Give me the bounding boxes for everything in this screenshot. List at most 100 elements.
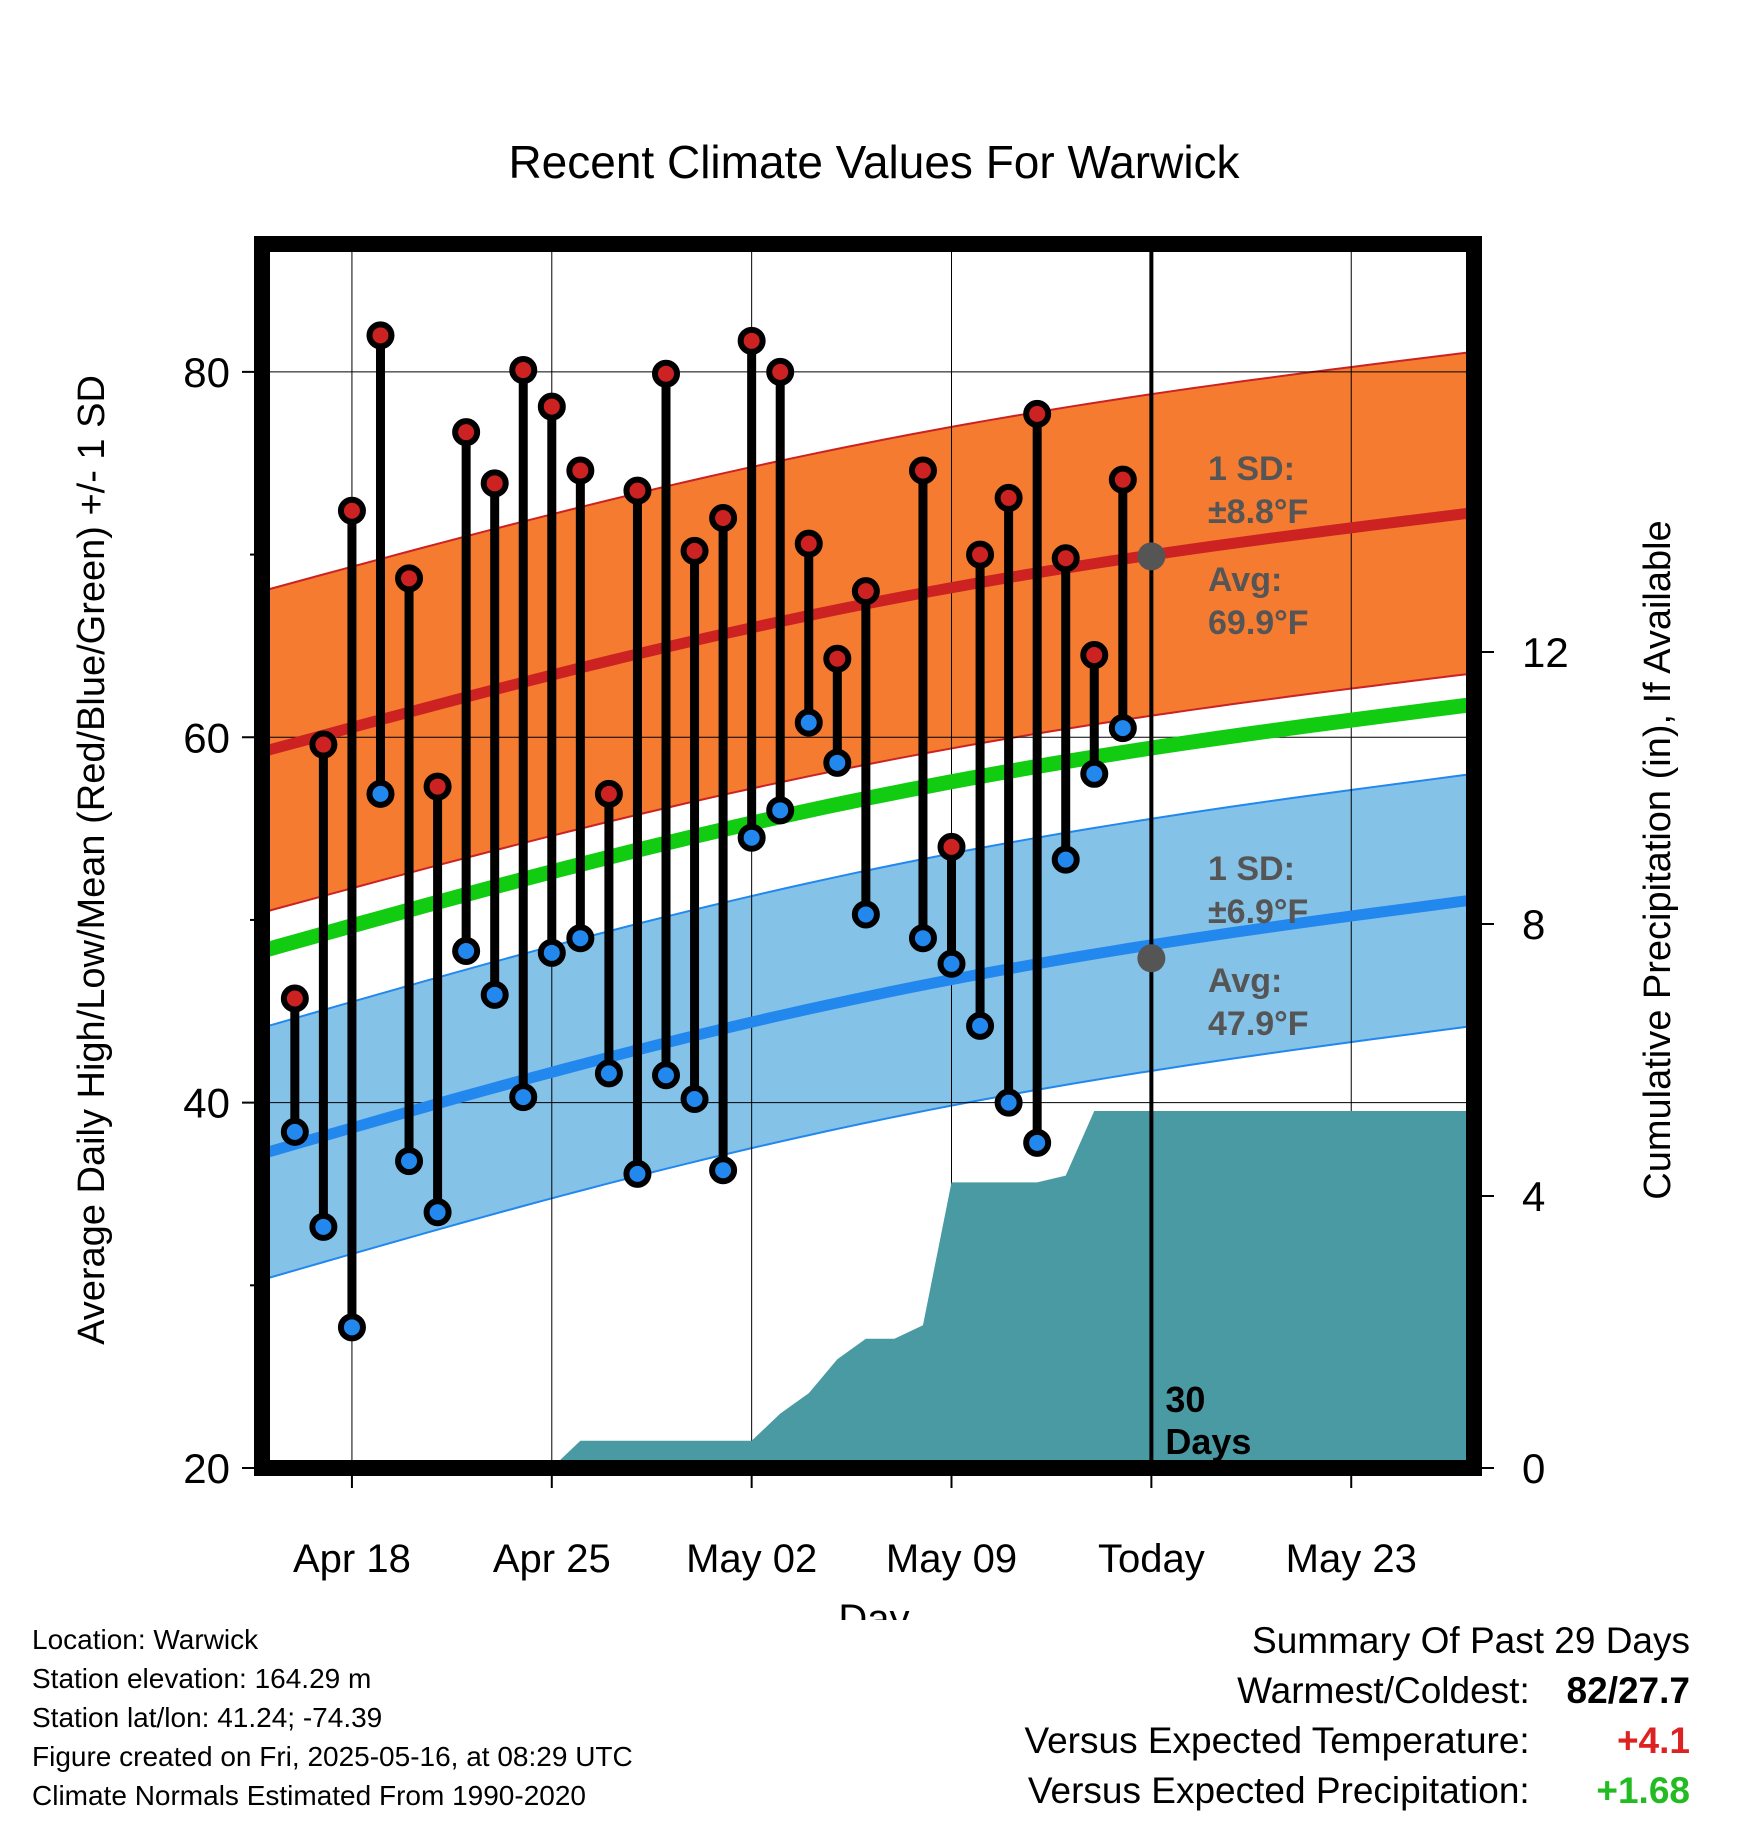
x-tick-label: Today [1098,1537,1205,1581]
high-point [337,496,366,525]
low-point [937,949,966,978]
station-info: Location: Warwick Station elevation: 164… [32,1620,633,1815]
y-tick-label: 80 [183,349,230,396]
low-point [452,936,481,965]
high-point [623,476,652,505]
low-sd-value: ±6.9°F [1208,893,1308,931]
low-avg-dot [1137,944,1166,973]
low-point [851,900,880,929]
high-avg-value: 69.9°F [1208,604,1309,642]
low-point [337,1313,366,1342]
low-point [823,748,852,777]
summary-panel: Summary Of Past 29 Days Warmest/Coldest:… [1024,1616,1690,1816]
high-point [1051,544,1080,573]
location-text: Location: Warwick [32,1624,259,1655]
elevation-text: Station elevation: 164.29 m [32,1663,372,1694]
normals-text: Climate Normals Estimated From 1990-2020 [32,1780,586,1811]
high-point [566,456,595,485]
low-point [766,796,795,825]
warmest-label: Warmest/Coldest: [1237,1670,1530,1711]
high-point [652,359,680,388]
high-point [794,529,823,558]
high-point [994,483,1023,512]
temp-value: +4.1 [1616,1720,1690,1761]
low-point [366,779,395,808]
low-point [680,1084,709,1113]
high-point [395,564,424,593]
low-point [709,1156,738,1185]
high-point [480,469,509,498]
high-point [366,321,395,350]
high-point [509,356,538,385]
low-point [509,1083,538,1112]
high-point [851,577,880,606]
low-point [280,1117,309,1146]
high-point [766,357,795,386]
today-label-line2: Days [1165,1421,1251,1462]
high-point [452,418,481,447]
high-sd-label: 1 SD: [1208,450,1295,488]
low-avg-label: Avg: [1208,962,1282,1000]
low-avg-value: 47.9°F [1208,1005,1309,1043]
high-avg-dot [1137,542,1166,571]
y2-tick-label: 0 [1522,1445,1545,1492]
y-tick-label: 20 [183,1445,230,1492]
x-tick-label: May 02 [686,1537,817,1581]
low-point [423,1198,452,1227]
low-point [737,823,766,852]
high-point [537,392,566,421]
low-point [395,1147,424,1176]
x-tick-label: Apr 25 [493,1537,611,1581]
high-point [937,832,966,861]
high-point [423,772,452,801]
high-point [709,504,738,533]
high-point [966,540,995,569]
chart-title: Recent Climate Values For Warwick [508,136,1240,188]
low-point [537,938,566,967]
low-point [908,924,937,953]
high-point [594,779,623,808]
x-axis-label: Day [838,1597,909,1620]
latlon-text: Station lat/lon: 41.24; -74.39 [32,1702,383,1733]
precip-area [551,1111,1474,1468]
warmest-value: 82/27.7 [1566,1670,1690,1711]
y2-tick-label: 8 [1522,901,1545,948]
low-point [794,708,823,737]
y2-tick-label: 4 [1522,1173,1545,1220]
temp-row: Versus Expected Temperature: +4.1 [1024,1716,1690,1766]
warmest-row: Warmest/Coldest: 82/27.7 [1024,1666,1690,1716]
high-avg-label: Avg: [1208,561,1282,599]
high-point [280,984,309,1013]
low-point [994,1088,1023,1117]
y-tick-label: 60 [183,714,230,761]
x-tick-label: May 09 [886,1537,1017,1581]
high-point [1108,465,1137,494]
high-point [823,644,852,673]
precip-value: +1.68 [1596,1770,1690,1811]
x-tick-label: May 23 [1286,1537,1417,1581]
low-point [1051,845,1080,874]
y-tick-label: 40 [183,1080,230,1127]
low-point [566,924,595,953]
high-point [1080,641,1109,670]
low-point [652,1061,680,1090]
low-point [594,1059,623,1088]
low-point [309,1212,338,1241]
precip-row: Versus Expected Precipitation: +1.68 [1024,1766,1690,1816]
created-text: Figure created on Fri, 2025-05-16, at 08… [32,1741,633,1772]
low-point [623,1159,652,1188]
normal-low-line [260,894,1475,1160]
precip-label: Versus Expected Precipitation: [1027,1770,1530,1811]
plot-frame [254,236,1482,1476]
high-point [1023,399,1052,428]
low-point [966,1011,995,1040]
low-point [1108,714,1137,743]
y2-axis-label: Cumulative Precipitation (in), If Availa… [1637,520,1679,1199]
x-tick-label: Apr 18 [293,1537,411,1581]
low-point [1080,759,1109,788]
temp-label: Versus Expected Temperature: [1024,1720,1530,1761]
high-sd-value: ±8.8°F [1208,493,1308,531]
y2-tick-label: 12 [1522,629,1569,676]
y-axis-label: Average Daily High/Low/Mean (Red/Blue/Gr… [71,375,113,1345]
